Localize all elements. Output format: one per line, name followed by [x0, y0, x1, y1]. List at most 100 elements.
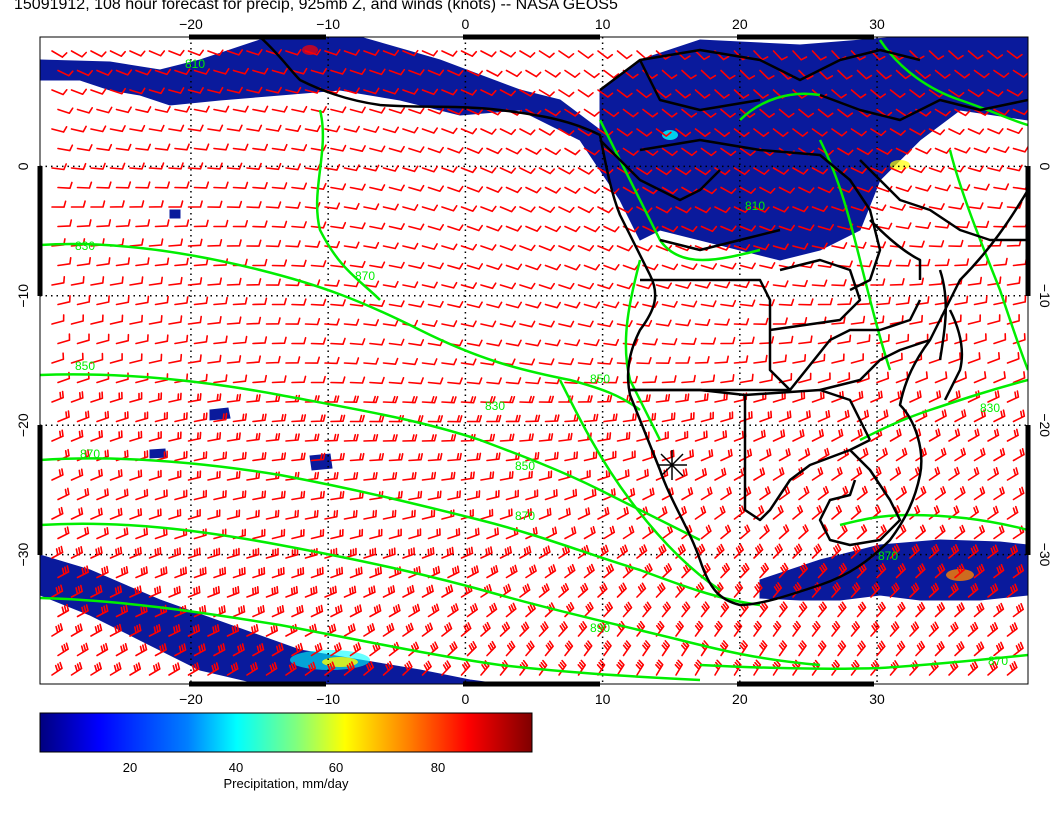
wind-barb	[661, 338, 678, 346]
wind-barb	[752, 659, 762, 676]
wind-barb	[382, 280, 399, 288]
wind-barb	[115, 643, 128, 657]
wind-barb	[544, 564, 557, 579]
wind-barb	[324, 279, 340, 287]
wind-barb	[447, 452, 462, 462]
wind-barb	[655, 50, 672, 60]
wind-barb	[636, 128, 653, 137]
wind-barb	[759, 336, 775, 345]
wind-barb	[76, 181, 93, 189]
wind-barb	[480, 167, 497, 174]
wind-barb	[597, 621, 607, 637]
wind-barb	[1012, 641, 1024, 657]
wind-barb	[850, 582, 861, 598]
wind-barb	[538, 128, 555, 136]
wind-barb	[642, 186, 659, 195]
wind-barb	[1006, 50, 1023, 59]
wind-barb	[973, 409, 986, 423]
wind-barb	[564, 264, 581, 271]
wind-barb	[109, 662, 122, 676]
coastlines	[259, 37, 1028, 607]
wind-barb	[811, 279, 828, 287]
wind-barb	[388, 604, 401, 618]
wind-barb	[96, 219, 112, 228]
wind-barb	[870, 89, 886, 99]
wind-barb	[564, 640, 574, 657]
wind-barb	[597, 50, 614, 60]
wind-barb	[505, 301, 522, 309]
wind-barb	[811, 543, 822, 559]
wind-barb	[675, 430, 689, 442]
wind-barb	[408, 146, 425, 153]
wind-barb	[187, 431, 202, 442]
wind-barb	[148, 508, 162, 520]
wind-barb	[207, 239, 223, 247]
wind-barb	[895, 563, 906, 579]
wind-barb	[1006, 583, 1018, 598]
wind-barb	[168, 624, 181, 637]
wind-barb	[889, 89, 906, 99]
wind-barb	[441, 622, 453, 637]
wind-barb	[70, 429, 84, 442]
wind-barb	[583, 601, 594, 618]
wind-barb	[915, 221, 932, 229]
wind-barb	[363, 87, 380, 95]
wind-barb	[753, 206, 770, 213]
wind-barb	[421, 320, 438, 327]
wind-barb	[246, 86, 263, 94]
wind-barb	[402, 396, 418, 404]
wind-barb	[739, 524, 751, 540]
wind-barb	[363, 395, 379, 404]
wind-barb	[168, 49, 185, 57]
wind-barb	[909, 89, 926, 98]
wind-barb	[427, 69, 445, 76]
wind-barb	[343, 318, 360, 326]
wind-barb	[655, 167, 672, 176]
wind-barb	[505, 564, 518, 579]
wind-barb	[720, 486, 732, 501]
wind-barb	[720, 299, 737, 307]
wind-barb	[909, 240, 925, 248]
wind-barb	[187, 87, 204, 94]
wind-barb	[265, 585, 279, 598]
lon-tick-label-bottom: 0	[461, 691, 469, 707]
wind-barb	[57, 487, 70, 501]
wind-barb	[720, 411, 734, 423]
wind-barb	[772, 167, 789, 175]
wind-barb	[700, 337, 717, 345]
wind-barb	[564, 414, 579, 423]
wind-barb	[252, 336, 268, 345]
lat-tick-label-left: −10	[15, 284, 31, 308]
wind-barb	[135, 411, 149, 423]
wind-barb	[265, 547, 279, 559]
wind-barb	[870, 204, 887, 212]
wind-barb	[285, 547, 299, 559]
wind-barb	[733, 281, 750, 289]
wind-barb	[694, 620, 704, 637]
wind-barb	[187, 354, 202, 364]
wind-barb	[928, 128, 946, 136]
wind-barb	[486, 527, 499, 540]
wind-barb	[349, 183, 366, 191]
wind-barb	[616, 544, 628, 559]
wind-barb	[967, 128, 985, 135]
wind-barb	[934, 69, 951, 79]
wind-barb	[70, 88, 87, 95]
wind-barb	[967, 50, 984, 60]
wind-barb	[466, 603, 478, 618]
wind-barb	[915, 184, 932, 192]
wind-barb	[76, 642, 89, 657]
wind-barb	[480, 244, 497, 251]
wind-barb	[382, 203, 399, 211]
wind-barb	[174, 105, 191, 113]
wind-barb	[129, 276, 144, 286]
wind-barb	[993, 525, 1005, 540]
wind-barb	[519, 433, 534, 442]
wind-barb	[713, 659, 722, 676]
wind-barb	[661, 525, 673, 540]
wind-barb	[655, 356, 671, 364]
wind-barb	[616, 206, 633, 214]
wind-barb	[519, 545, 532, 559]
wind-barb	[154, 181, 170, 189]
wind-barb	[720, 448, 733, 462]
